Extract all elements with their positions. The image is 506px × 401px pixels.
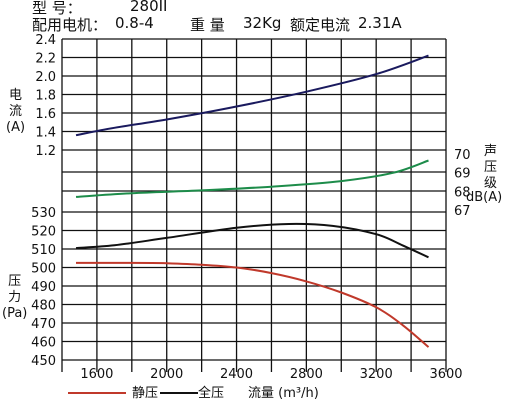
current-tick-label: 1.8 — [35, 89, 56, 104]
sound-axis-label: 声 压 级 — [484, 144, 498, 191]
pressure-tick-label: 470 — [31, 317, 56, 332]
weight-label: 重 量 — [190, 16, 225, 34]
legend-static-label: 静压 — [132, 386, 159, 401]
motor-value: 0.8-4 — [115, 14, 154, 32]
current-tick-label: 2.2 — [35, 52, 56, 67]
sound-tick-label: 69 — [454, 167, 471, 182]
pressure-tick-label: 500 — [31, 262, 56, 277]
pressure-axis-label: 压 力 (Pa) — [2, 274, 28, 321]
x-tick-label: 2800 — [290, 367, 323, 382]
current-tick-label: 1.6 — [35, 107, 56, 122]
sound-curve — [75, 159, 429, 198]
current-tick-label: 1.4 — [35, 126, 56, 141]
current-curve — [75, 54, 429, 137]
x-axis-label: 流量 (m³/h) — [248, 386, 319, 401]
current-axis-label: 电 流 (A) — [6, 88, 26, 135]
chart-curves — [75, 54, 430, 348]
x-tick-label: 3600 — [429, 367, 462, 382]
x-tick-label: 2000 — [150, 367, 183, 382]
pressure-tick-label: 450 — [31, 354, 56, 369]
rated-current-label: 额定电流 — [290, 16, 351, 34]
pressure-tick-label: 530 — [31, 206, 56, 221]
pressure-tick-label: 520 — [31, 225, 56, 240]
pressure-curve — [75, 261, 430, 348]
sound-tick-label: 67 — [454, 204, 471, 219]
sound-tick-label: 68 — [454, 185, 471, 200]
x-tick-label: 1600 — [80, 367, 113, 382]
model-label: 型 号： — [32, 0, 82, 17]
current-tick-label: 1.2 — [35, 144, 56, 159]
pressure-tick-label: 510 — [31, 243, 56, 258]
legend-total-label: 全压 — [198, 386, 225, 401]
weight-value: 32Kg — [243, 14, 282, 32]
current-tick-label: 2.0 — [35, 70, 56, 85]
current-tick-label: 2.4 — [35, 33, 56, 48]
pressure-curve — [75, 222, 429, 259]
chart-grid: 1.2 1.4 1.6 1.8 2.0 2.2 2.4 450 460 470 480 490 500 5… — [31, 33, 470, 382]
x-tick-label: 3200 — [360, 367, 393, 382]
motor-label: 配用电机： — [32, 16, 108, 34]
sound-axis-unit: dB(A) — [466, 190, 503, 205]
sound-tick-label: 70 — [454, 148, 471, 163]
pressure-tick-label: 490 — [31, 280, 56, 295]
pressure-tick-label: 460 — [31, 336, 56, 351]
model-value: 280II — [130, 0, 168, 15]
rated-current-value: 2.31A — [358, 14, 402, 32]
pressure-tick-label: 480 — [31, 299, 56, 314]
x-tick-label: 2400 — [220, 367, 253, 382]
